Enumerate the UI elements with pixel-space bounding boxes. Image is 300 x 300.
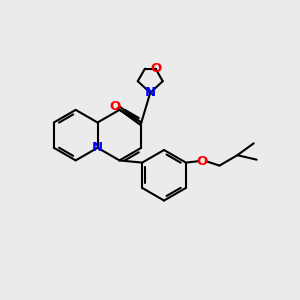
Text: O: O <box>196 154 208 168</box>
Text: N: N <box>92 141 103 154</box>
Text: O: O <box>110 100 121 113</box>
Text: O: O <box>150 62 161 75</box>
Text: N: N <box>145 86 156 99</box>
